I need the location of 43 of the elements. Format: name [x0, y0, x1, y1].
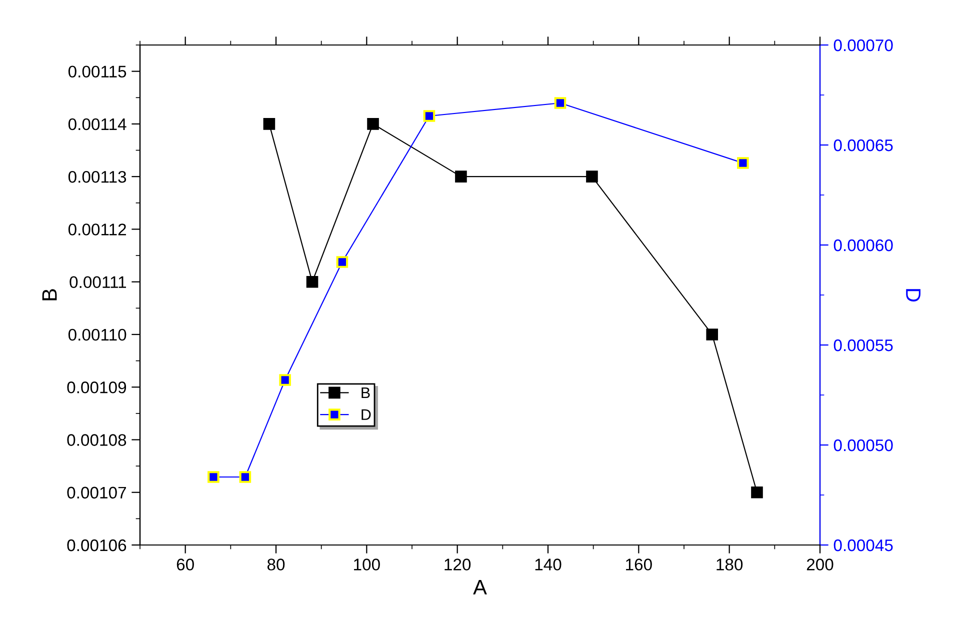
x-tick-label: 80 — [267, 558, 285, 570]
x-tick-label: 60 — [176, 558, 194, 570]
point — [367, 118, 379, 130]
y2-tick-label: 0.00070 — [834, 39, 893, 52]
y-tick-label: 0.00106 — [67, 539, 126, 552]
x-tick-label: 100 — [354, 558, 380, 570]
y2-tick-label: 0.00055 — [834, 339, 893, 352]
point — [208, 471, 220, 483]
point — [306, 276, 318, 288]
x-tick-label: 200 — [806, 558, 834, 570]
y-tick-label: 0.00111 — [70, 276, 126, 288]
point — [423, 110, 436, 122]
x-tick-label: 120 — [444, 558, 471, 570]
point — [336, 256, 348, 268]
x-tick-label: 160 — [626, 558, 652, 570]
point — [263, 118, 276, 130]
point — [554, 97, 566, 109]
y-tick-label: 0.00109 — [67, 382, 126, 394]
y2-tick-label: 0.00065 — [834, 139, 893, 152]
x-axis-title: A — [473, 580, 487, 594]
point — [706, 328, 718, 340]
point — [239, 471, 252, 483]
x-tick-label: 140 — [535, 558, 562, 570]
y-tick-label: 0.00110 — [68, 328, 126, 341]
point — [279, 374, 291, 386]
y-tick-label: 0.00108 — [67, 434, 126, 446]
y2-axis-title: D — [906, 289, 920, 302]
legend-label: B — [362, 388, 370, 398]
point — [737, 157, 749, 169]
y-tick-label: 0.00113 — [68, 170, 126, 183]
y-tick-label: 0.00114 — [68, 118, 126, 130]
y2-tick-label: 0.00045 — [834, 539, 893, 552]
y-axis-title: B — [42, 289, 57, 300]
y2-tick-label: 0.00050 — [834, 439, 893, 452]
y-tick-label: 0.00112 — [68, 224, 126, 236]
point — [586, 170, 598, 182]
y2-tick-label: 0.00060 — [834, 239, 893, 252]
y-tick-label: 0.00115 — [68, 66, 126, 78]
point — [751, 486, 763, 498]
x-tick-label: 180 — [716, 558, 743, 570]
legend-label: D — [362, 409, 371, 420]
point — [455, 170, 467, 182]
y-tick-label: 0.00107 — [67, 486, 126, 499]
